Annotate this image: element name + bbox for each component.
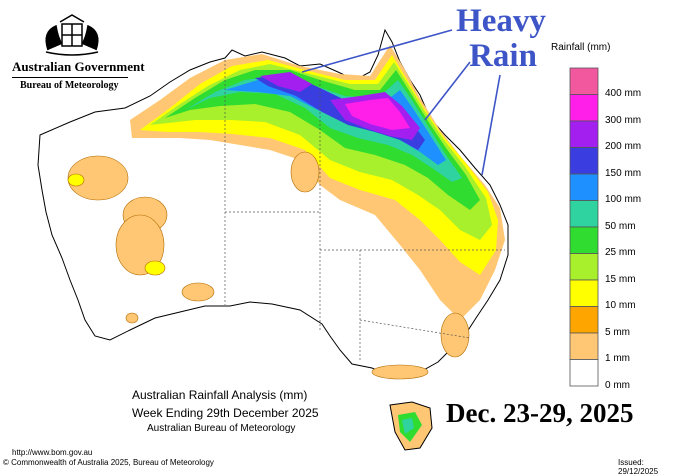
legend-swatch — [569, 279, 599, 307]
legend-label: 1 mm — [605, 353, 630, 364]
legend-label: 10 mm — [605, 300, 636, 311]
legend-swatch — [569, 147, 599, 175]
bureau-name: Bureau of Meteorology — [20, 80, 119, 91]
legend-label: 15 mm — [605, 273, 636, 285]
legend-swatch — [569, 253, 599, 281]
legend-label: 25 mm — [605, 247, 636, 258]
legend-label: 100 mm — [605, 194, 642, 205]
legend-swatch — [569, 120, 599, 148]
legend-label: 400 mm — [605, 88, 642, 99]
coat-of-arms-emblem — [45, 14, 99, 56]
footer-copyright: © Commonwealth of Australia 2025, Bureau… — [3, 458, 214, 467]
legend-swatch — [569, 200, 599, 228]
legend-label: 5 mm — [605, 326, 630, 338]
northern-rain-band — [130, 45, 505, 320]
legend-color-scale — [569, 67, 599, 387]
legend-label: 200 mm — [605, 141, 642, 152]
legend-swatch — [569, 306, 599, 334]
inland-rain-patches — [67, 151, 470, 380]
legend-swatch — [569, 67, 599, 95]
legend-label: 50 mm — [605, 220, 636, 232]
heavy-rain-callout-line2: Rain — [469, 38, 537, 74]
callout-arrows — [301, 29, 501, 176]
date-range-label: Dec. 23-29, 2025 — [446, 398, 634, 428]
legend-label: 0 mm — [605, 379, 630, 391]
caption-period: Week Ending 29th December 2025 — [132, 406, 319, 420]
legend-swatch — [569, 332, 599, 360]
legend-title: Rainfall (mm) — [551, 42, 611, 53]
heavy-rain-callout-line1: Heavy — [456, 3, 546, 39]
footer-issued-date: Issued: 29/12/2025 — [618, 458, 659, 476]
legend-label: 300 mm — [605, 114, 642, 126]
legend-swatch — [569, 226, 599, 254]
legend-swatch — [569, 173, 599, 201]
legend-swatch — [569, 94, 599, 122]
header-divider — [12, 77, 128, 78]
legend-label: 150 mm — [605, 167, 642, 179]
caption-title: Australian Rainfall Analysis (mm) — [132, 388, 308, 402]
footer-url: http://www.bom.gov.au — [12, 448, 93, 457]
state-borders — [224, 60, 505, 362]
caption-source: Australian Bureau of Meteorology — [147, 423, 296, 434]
legend-swatch — [569, 359, 599, 387]
government-title: Australian Government — [12, 59, 145, 74]
